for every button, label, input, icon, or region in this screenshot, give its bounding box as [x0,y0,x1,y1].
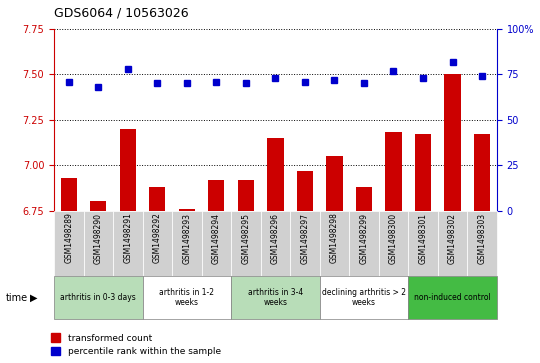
Bar [386,132,402,211]
Bar [349,211,379,276]
Text: GSM1498293: GSM1498293 [183,212,191,264]
Bar [438,211,467,276]
Bar [320,211,349,276]
Bar [408,211,438,276]
Text: GDS6064 / 10563026: GDS6064 / 10563026 [54,7,188,20]
Bar [113,211,143,276]
Text: GSM1498299: GSM1498299 [360,212,368,264]
Text: GSM1498292: GSM1498292 [153,212,162,264]
Text: GSM1498300: GSM1498300 [389,212,398,264]
Text: GSM1498296: GSM1498296 [271,212,280,264]
Text: non-induced control: non-induced control [414,293,491,302]
Bar [267,138,284,211]
Bar [290,211,320,276]
Bar [320,276,408,319]
Bar [179,209,195,211]
Bar [90,201,106,211]
Text: declining arthritis > 2
weeks: declining arthritis > 2 weeks [322,288,406,307]
Bar [231,211,261,276]
Bar [143,276,231,319]
Text: time: time [5,293,28,303]
Text: ▶: ▶ [30,293,37,303]
Bar [54,211,84,276]
Bar [408,276,497,319]
Text: GSM1498297: GSM1498297 [300,212,309,264]
Text: GSM1498302: GSM1498302 [448,212,457,264]
Bar [261,211,290,276]
Bar [208,180,225,211]
Bar [379,211,408,276]
Text: GSM1498289: GSM1498289 [64,212,73,264]
Text: GSM1498301: GSM1498301 [418,212,428,264]
Text: arthritis in 1-2
weeks: arthritis in 1-2 weeks [159,288,214,307]
Bar [54,276,143,319]
Text: GSM1498303: GSM1498303 [477,212,487,264]
Text: arthritis in 0-3 days: arthritis in 0-3 days [60,293,136,302]
Bar [415,134,431,211]
Bar [120,129,136,211]
Legend: transformed count, percentile rank within the sample: transformed count, percentile rank withi… [48,330,224,360]
Bar [326,156,342,211]
Bar [297,171,313,211]
Bar [143,211,172,276]
Bar [149,187,165,211]
Bar [474,134,490,211]
Bar [356,187,372,211]
Text: GSM1498294: GSM1498294 [212,212,221,264]
Text: GSM1498295: GSM1498295 [241,212,251,264]
Bar [201,211,231,276]
Bar [84,211,113,276]
Bar [467,211,497,276]
Bar [231,276,320,319]
Text: GSM1498291: GSM1498291 [123,212,132,264]
Text: GSM1498290: GSM1498290 [94,212,103,264]
Text: GSM1498298: GSM1498298 [330,212,339,264]
Bar [172,211,201,276]
Text: arthritis in 3-4
weeks: arthritis in 3-4 weeks [248,288,303,307]
Bar [60,178,77,211]
Bar [444,74,461,211]
Bar [238,180,254,211]
